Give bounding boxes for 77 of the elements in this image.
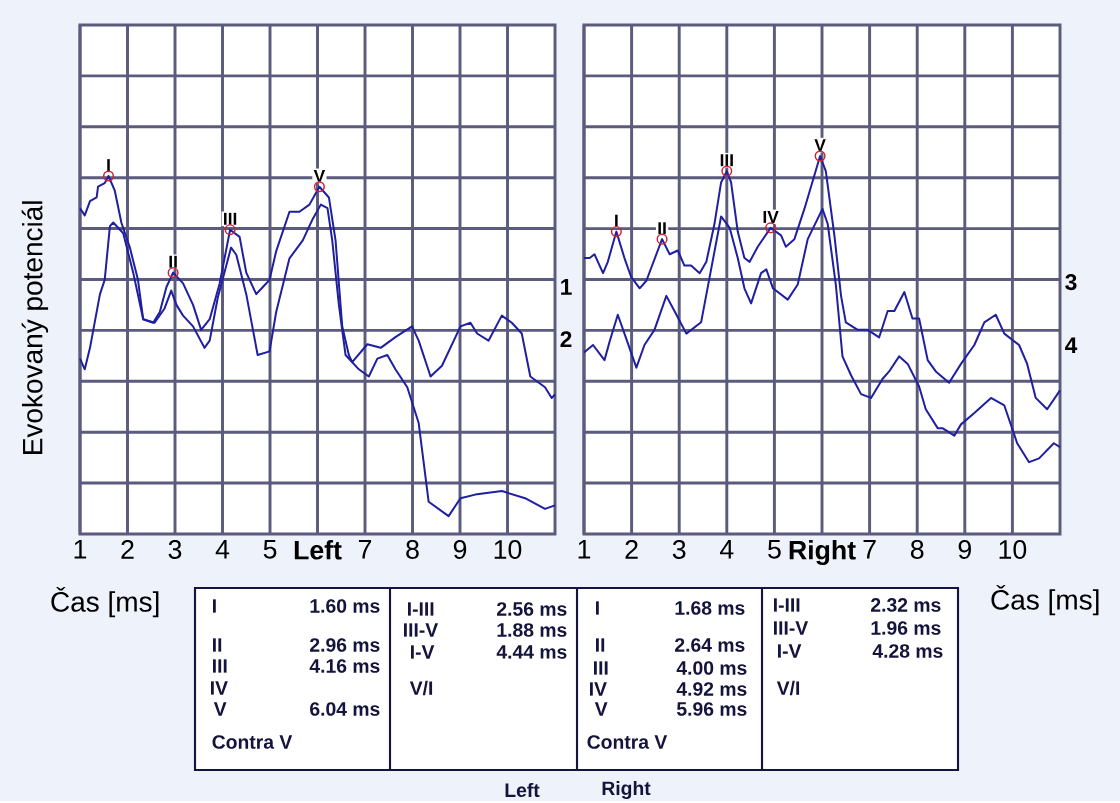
text: 2 bbox=[560, 330, 572, 347]
text: 1 bbox=[561, 278, 572, 295]
text: I bbox=[596, 601, 599, 615]
text: 4.92 ms bbox=[676, 681, 747, 696]
text: III-V bbox=[774, 621, 809, 635]
text: 3 bbox=[1065, 273, 1077, 290]
text: 1.60 ms bbox=[310, 598, 380, 613]
text: I-V bbox=[778, 644, 802, 658]
annotation: I bbox=[615, 214, 618, 227]
x-tick-label: 2 bbox=[121, 539, 134, 559]
x-tick-label: 3 bbox=[672, 539, 686, 559]
x-axis-title: Čas [ms] bbox=[51, 586, 159, 618]
text: 5.96 ms bbox=[676, 701, 747, 716]
annotation: V bbox=[313, 169, 326, 182]
text: 6.04 ms bbox=[310, 701, 380, 716]
text: I-V bbox=[411, 645, 435, 659]
text: IV bbox=[211, 681, 228, 695]
x-axis-title: Čas [ms] bbox=[991, 584, 1099, 616]
annotation: V bbox=[814, 138, 826, 151]
annotation: IV bbox=[763, 210, 779, 223]
text: III bbox=[594, 661, 608, 675]
x-tick-label: 2 bbox=[625, 539, 638, 559]
text: 1.96 ms bbox=[871, 620, 941, 635]
text: Left bbox=[505, 782, 540, 797]
text: Right bbox=[602, 780, 651, 799]
point bbox=[765, 222, 777, 234]
annotation: III bbox=[224, 212, 237, 225]
text: 2.64 ms bbox=[675, 637, 745, 652]
y-axis-title: Evokovaný potenciál bbox=[21, 201, 49, 454]
x-tick-label: 7 bbox=[863, 539, 876, 559]
text: V bbox=[213, 702, 227, 716]
text: 4.00 ms bbox=[676, 660, 747, 675]
text: II bbox=[213, 638, 222, 652]
x-tick-label: 8 bbox=[910, 539, 924, 559]
x-tick-label: 3 bbox=[168, 539, 182, 559]
x-tick-label: 1 bbox=[578, 539, 591, 559]
text: III-V bbox=[404, 623, 439, 637]
annotation: II bbox=[169, 255, 177, 268]
text: 4 bbox=[1065, 337, 1078, 353]
text: III bbox=[213, 659, 227, 673]
text: Contra V bbox=[212, 734, 293, 749]
text: V bbox=[594, 702, 608, 716]
text: II bbox=[596, 638, 605, 652]
point bbox=[610, 225, 622, 237]
x-tick-label: 4 bbox=[215, 539, 230, 559]
x-tick-label: 5 bbox=[768, 539, 781, 559]
x-tick-label: 4 bbox=[720, 539, 734, 559]
x-tick-label: 10 bbox=[999, 539, 1027, 559]
text: Contra V bbox=[587, 734, 668, 749]
text: 4.28 ms bbox=[872, 643, 943, 658]
text: V/I bbox=[409, 680, 433, 695]
x-tick-label: 1 bbox=[74, 539, 87, 559]
x-tick-label: 9 bbox=[958, 539, 971, 559]
x-tick-label: 10 bbox=[494, 539, 522, 559]
text: IV bbox=[590, 682, 607, 696]
text: 1.88 ms bbox=[497, 622, 567, 637]
text: 2.96 ms bbox=[310, 637, 380, 652]
annotation: III bbox=[720, 154, 733, 166]
x-tick-label: Left bbox=[294, 539, 342, 560]
text: 4.44 ms bbox=[496, 645, 567, 659]
x-tick-label: Right bbox=[789, 539, 856, 565]
text: I-III bbox=[774, 598, 800, 612]
text: V/I bbox=[776, 680, 800, 695]
x-tick-label: 9 bbox=[453, 539, 467, 559]
annotation: II bbox=[658, 222, 666, 234]
point bbox=[814, 150, 826, 162]
annotation: I bbox=[107, 158, 110, 171]
text: I bbox=[213, 599, 216, 613]
text: 1.68 ms bbox=[675, 600, 745, 615]
x-tick-label: 5 bbox=[263, 539, 277, 559]
text: 2.32 ms bbox=[871, 597, 941, 612]
x-tick-label: 8 bbox=[406, 539, 419, 559]
text: 4.16 ms bbox=[309, 658, 380, 673]
x-tick-label: 7 bbox=[358, 539, 372, 559]
text: 2.56 ms bbox=[497, 601, 567, 616]
text: I-III bbox=[408, 602, 434, 616]
point bbox=[102, 170, 115, 182]
